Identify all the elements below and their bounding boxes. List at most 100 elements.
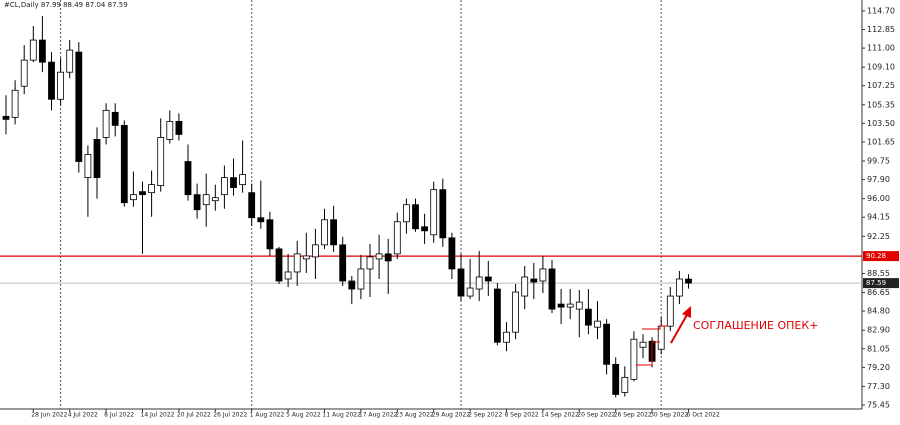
candle (512, 284, 519, 340)
candle (676, 270, 683, 305)
candle (393, 212, 401, 259)
candle-body (339, 244, 347, 282)
candle (557, 289, 565, 325)
candle-body (521, 276, 529, 297)
candle (375, 234, 383, 279)
candle-body (166, 120, 174, 140)
candle-body (348, 280, 356, 290)
candle (539, 255, 547, 294)
candle (2, 95, 10, 135)
candle (330, 205, 338, 252)
candle-body (548, 268, 556, 310)
x-tick-label: 1 Aug 2022 (250, 412, 285, 419)
candle-body (657, 325, 665, 350)
candle-body (457, 268, 465, 297)
y-tick-label: 75.45 (867, 400, 890, 409)
x-tick-label: 20 Jul 2022 (177, 412, 211, 419)
candle (239, 140, 247, 193)
candle (475, 250, 483, 302)
candle (466, 258, 474, 300)
candle-body (612, 363, 620, 395)
candle (39, 15, 46, 73)
candle-body (239, 174, 247, 186)
candle (20, 45, 28, 95)
candle-body (566, 303, 574, 308)
candle (566, 289, 574, 320)
candle-body (157, 137, 165, 187)
candle-body (248, 192, 256, 219)
candle-body (366, 256, 374, 270)
candle (493, 283, 501, 346)
candle (448, 232, 456, 279)
candle (412, 198, 419, 232)
annotation: СОГЛАШЕНИЕ ОПЕК+ (693, 319, 818, 332)
candle (594, 301, 601, 340)
candle (84, 145, 92, 217)
x-tick-label: 30 Sep 2022 (650, 412, 688, 419)
candle (666, 287, 674, 332)
candle-body (466, 287, 474, 297)
candle-body (184, 161, 192, 196)
candle (321, 208, 328, 249)
x-tick-label: 17 Aug 2022 (359, 412, 398, 419)
candle-body (402, 204, 410, 223)
candle-body (66, 49, 74, 73)
candle (157, 118, 165, 192)
candle (630, 331, 638, 382)
candle (139, 181, 146, 254)
x-tick-label: 5 Aug 2022 (286, 412, 321, 419)
candle-body (111, 111, 119, 126)
x-tick-label: 11 Aug 2022 (323, 412, 362, 419)
candle (175, 113, 183, 141)
candle (75, 42, 83, 173)
x-tick-label: 23 Aug 2022 (395, 412, 434, 419)
x-tick-label: 8 Sep 2022 (505, 412, 539, 419)
candle-body (2, 115, 10, 120)
candle-body (539, 268, 547, 282)
chart-title: #CL,Daily 87.99 88.49 87.04 87.59 (4, 1, 128, 9)
candle-body (202, 194, 210, 206)
y-tick-label: 77.30 (867, 382, 890, 391)
candle (275, 246, 283, 285)
x-tick-label: 2 Sep 2022 (468, 412, 502, 419)
y-tick-label: 107.25 (867, 81, 895, 90)
candle-body (293, 253, 301, 273)
current-price-box (863, 278, 899, 289)
x-tick-label: 4 Jul 2022 (68, 412, 98, 419)
candle-body (603, 323, 610, 365)
x-tick-label: 26 Sep 2022 (614, 412, 652, 419)
candle-body (557, 303, 565, 308)
candle-body (503, 331, 510, 343)
candle-body (75, 51, 83, 162)
candle-body (93, 139, 101, 178)
candle (29, 26, 37, 63)
candle-body (20, 59, 28, 87)
candle (348, 275, 356, 305)
candle-body (512, 291, 519, 333)
candle-body (585, 308, 592, 326)
x-tick-label: 14 Sep 2022 (541, 412, 579, 419)
y-tick-label: 99.75 (867, 157, 890, 166)
candle (430, 181, 438, 243)
candle-body (430, 189, 438, 236)
candle-body (11, 89, 19, 118)
candle (311, 228, 319, 279)
candle (102, 103, 110, 145)
candle-body (685, 278, 692, 284)
candle-body (102, 109, 110, 138)
annotation-step (642, 325, 668, 330)
x-tick-label: 8 Jul 2022 (104, 412, 134, 419)
candle (120, 120, 128, 207)
candle-body (175, 120, 183, 135)
candle-body (48, 61, 55, 100)
y-tick-label: 82.90 (867, 326, 890, 335)
candle-body (384, 253, 392, 262)
candle (257, 180, 265, 229)
candle-body (484, 276, 492, 282)
candle-body (448, 237, 456, 270)
candle (57, 58, 64, 106)
y-tick-label: 86.65 (867, 288, 890, 297)
candle (612, 357, 620, 398)
candle-body (311, 244, 319, 258)
